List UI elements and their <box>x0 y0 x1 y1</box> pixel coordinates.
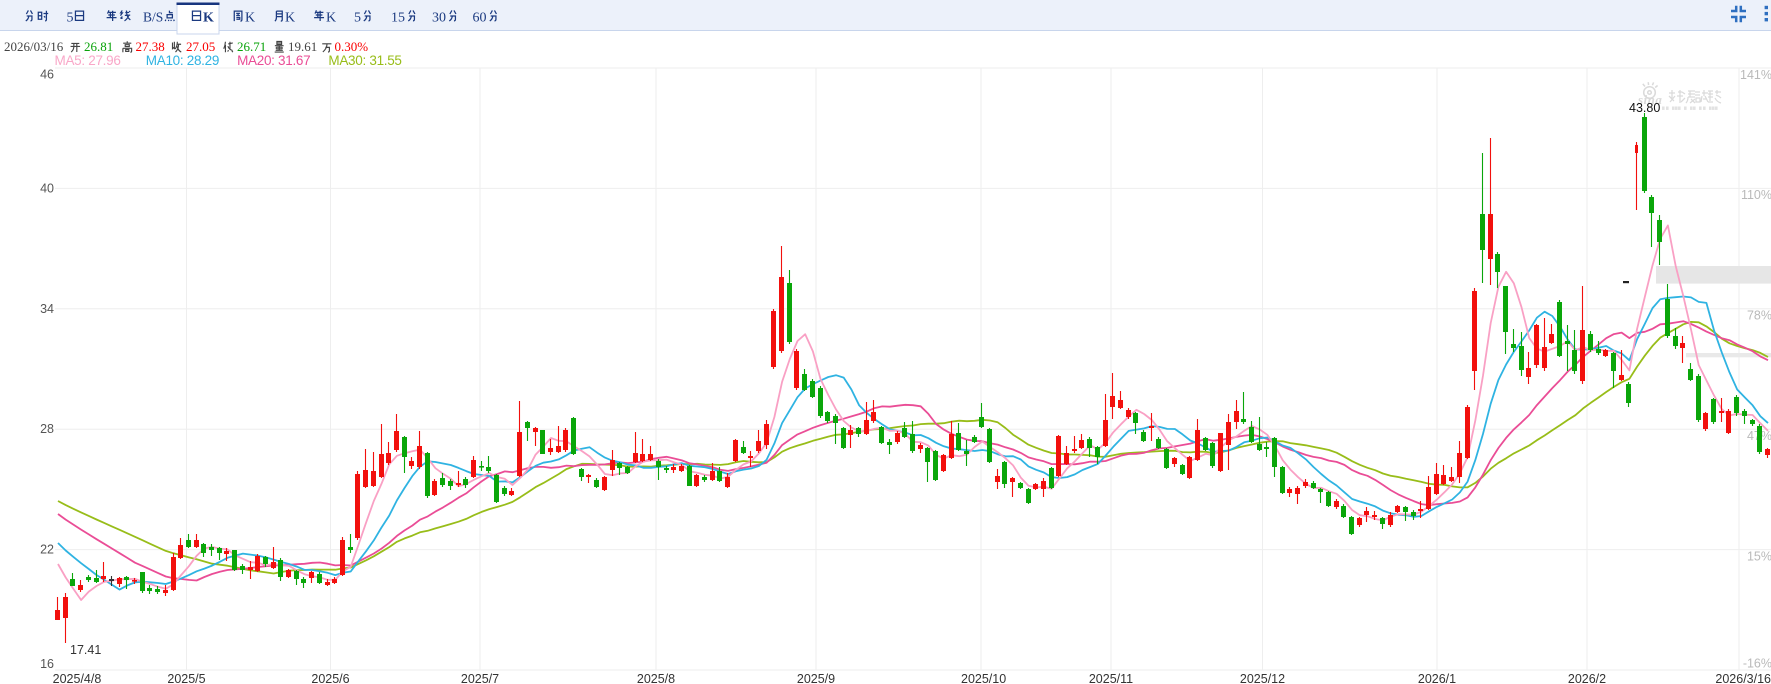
svg-text:2025/4/8: 2025/4/8 <box>53 672 102 684</box>
svg-text:40: 40 <box>40 181 54 195</box>
svg-text:16: 16 <box>40 657 54 671</box>
svg-text:34: 34 <box>40 302 54 316</box>
svg-text:2025/8: 2025/8 <box>637 672 675 684</box>
svg-text:0.30%: 0.30% <box>335 39 369 54</box>
svg-text:2026/03/16: 2026/03/16 <box>4 39 64 54</box>
svg-text:2025/12: 2025/12 <box>1240 672 1285 684</box>
svg-text:46: 46 <box>40 68 54 82</box>
svg-text:B/S: B/S <box>143 10 163 25</box>
svg-text:2026/3/16: 2026/3/16 <box>1715 672 1771 684</box>
svg-text:15: 15 <box>391 11 405 26</box>
svg-text:2025/9: 2025/9 <box>797 672 835 684</box>
svg-text:-16%: -16% <box>1743 657 1771 671</box>
svg-text:sina: sina <box>1637 92 1662 107</box>
svg-text:MA20: 31.67: MA20: 31.67 <box>237 53 310 68</box>
svg-text:17.41: 17.41 <box>70 643 101 657</box>
svg-text:2025/6: 2025/6 <box>311 672 349 684</box>
svg-text:60: 60 <box>473 11 487 26</box>
svg-text:K: K <box>245 11 255 26</box>
svg-text:43.80: 43.80 <box>1629 101 1660 115</box>
svg-text:2025/10: 2025/10 <box>961 672 1006 684</box>
svg-text:19.61: 19.61 <box>288 39 317 54</box>
svg-text:2026/2: 2026/2 <box>1568 672 1606 684</box>
svg-text:2025/5: 2025/5 <box>167 672 205 684</box>
svg-text:26.71: 26.71 <box>237 39 266 54</box>
svg-text:2025/11: 2025/11 <box>1089 672 1133 684</box>
svg-text:22: 22 <box>40 543 54 557</box>
svg-text:5: 5 <box>67 11 74 26</box>
svg-text:2025/7: 2025/7 <box>461 672 499 684</box>
svg-text:15%: 15% <box>1747 549 1771 563</box>
svg-text:K: K <box>285 11 295 26</box>
svg-text:78%: 78% <box>1747 309 1771 323</box>
svg-text:MA30: 31.55: MA30: 31.55 <box>328 53 401 68</box>
svg-text:30: 30 <box>432 11 446 26</box>
svg-text:27.05: 27.05 <box>186 39 215 54</box>
svg-text:28: 28 <box>40 422 54 436</box>
svg-text:MA10: 28.29: MA10: 28.29 <box>146 53 219 68</box>
svg-text:K: K <box>203 11 214 26</box>
svg-text:110%: 110% <box>1741 188 1771 202</box>
svg-text:K: K <box>326 11 336 26</box>
svg-text:141%: 141% <box>1740 68 1771 82</box>
svg-text:27.38: 27.38 <box>136 39 165 54</box>
svg-text:5: 5 <box>354 11 361 26</box>
svg-text:MA5: 27.96: MA5: 27.96 <box>55 53 121 68</box>
svg-text:2026/1: 2026/1 <box>1418 672 1456 684</box>
svg-text:26.81: 26.81 <box>84 39 113 54</box>
